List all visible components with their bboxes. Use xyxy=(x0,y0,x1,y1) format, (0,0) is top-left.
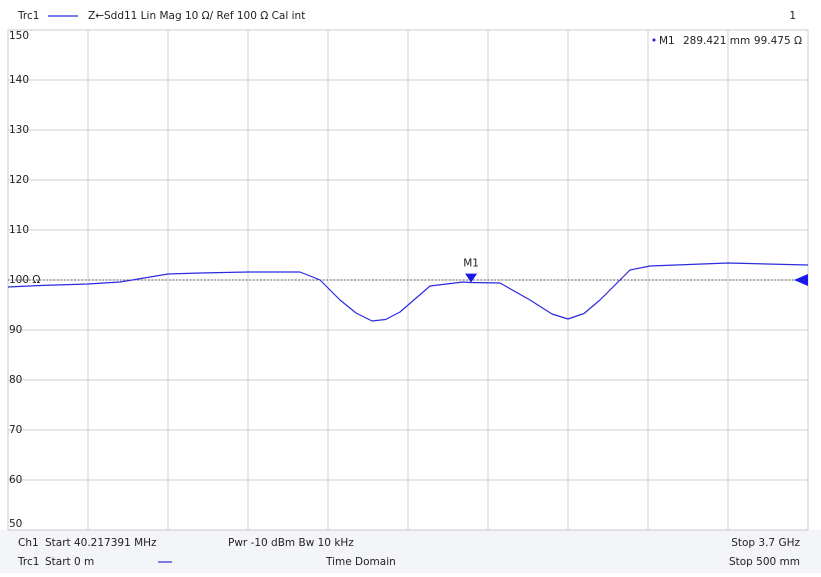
reference-arrow xyxy=(794,274,808,286)
y-tick-label: 100 Ω xyxy=(9,274,40,286)
y-tick-label: 130 xyxy=(9,124,29,136)
readout-bullet xyxy=(652,38,656,42)
footer-power: Pwr -10 dBm Bw 10 kHz xyxy=(228,537,354,549)
y-tick-label: 50 xyxy=(9,518,22,530)
trace-name: Trc1 xyxy=(17,10,39,22)
channel-number: 1 xyxy=(789,10,796,22)
marker-triangle xyxy=(465,273,478,283)
footer-start-dist: Start 0 m xyxy=(45,556,94,568)
y-tick-label: 90 xyxy=(9,324,22,336)
marker-label: M1 xyxy=(463,258,479,270)
footer-stop-freq: Stop 3.7 GHz xyxy=(731,537,800,549)
footer-channel: Ch1 xyxy=(18,537,39,549)
footer-mode: Time Domain xyxy=(325,556,396,568)
y-tick-label: 120 xyxy=(9,174,29,186)
y-tick-label: 150 xyxy=(9,30,29,42)
y-tick-label: 80 xyxy=(9,374,22,386)
readout-y: 99.475 Ω xyxy=(754,35,802,47)
readout-x: 289.421 mm xyxy=(683,35,750,47)
footer-panel xyxy=(0,530,821,573)
y-tick-label: 110 xyxy=(9,224,29,236)
readout-name: M1 xyxy=(659,35,675,47)
y-tick-label: 70 xyxy=(9,424,22,436)
footer-start-freq: Start 40.217391 MHz xyxy=(45,537,157,549)
footer-trace: Trc1 xyxy=(17,556,39,568)
y-tick-label: 60 xyxy=(9,474,22,486)
trace-line xyxy=(7,262,809,322)
y-tick-label: 140 xyxy=(9,74,29,86)
trace-description: Z←Sdd11 Lin Mag 10 Ω/ Ref 100 Ω Cal int xyxy=(88,10,305,22)
footer-stop-dist: Stop 500 mm xyxy=(729,556,800,568)
